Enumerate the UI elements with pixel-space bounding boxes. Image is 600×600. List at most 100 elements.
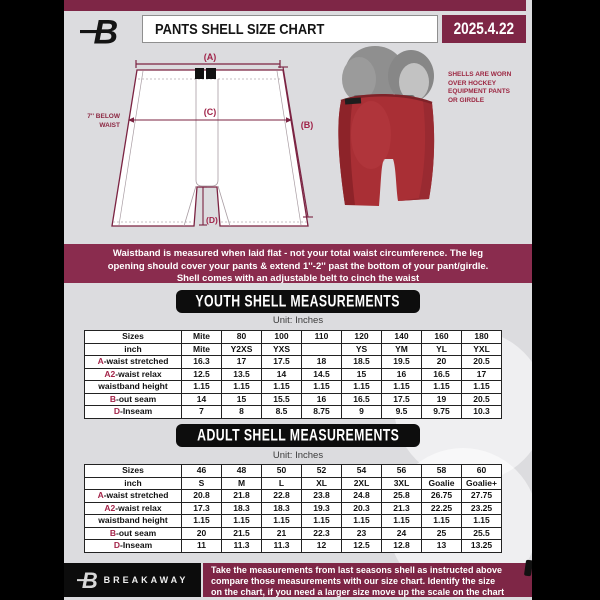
cell-value: 17 bbox=[461, 367, 502, 381]
cell-value: M bbox=[221, 476, 262, 490]
row-label-prefix: A2 bbox=[104, 502, 116, 513]
cell-value: 60 bbox=[461, 464, 502, 478]
cell-value: 19.5 bbox=[381, 355, 422, 369]
cell-value: 8.5 bbox=[261, 405, 302, 419]
cell-value: 1.15 bbox=[381, 380, 422, 394]
cell-value: 1.15 bbox=[181, 514, 222, 528]
cell-value: 18.3 bbox=[221, 501, 262, 515]
row-label-prefix: A bbox=[97, 490, 104, 500]
row-label-prefix: A bbox=[97, 356, 104, 366]
photo-note-line: SHELLS ARE WORN bbox=[448, 71, 512, 78]
cell-value: 15.5 bbox=[261, 392, 302, 406]
cell-value: S bbox=[181, 476, 222, 490]
row-label: A-waist stretched bbox=[84, 355, 182, 369]
footer-brand-name: BREAKAWAY bbox=[103, 575, 189, 585]
cell-value: 7 bbox=[181, 405, 222, 419]
cell-value: YXL bbox=[461, 342, 502, 356]
cell-value: 22.8 bbox=[261, 489, 302, 503]
cell-value: 14 bbox=[181, 392, 222, 406]
cell-value: 25.8 bbox=[381, 489, 422, 503]
table-row: A-waist stretched 16.3 17 17.5 18 18.5 19.5 20 2… bbox=[84, 355, 502, 369]
row-label: waistband height bbox=[84, 380, 182, 394]
table-row: D-Inseam 11 11.3 11.3 12 12.5 12.8 13 13.25 bbox=[84, 539, 502, 553]
cell-value: 11.3 bbox=[261, 539, 302, 553]
youth-section-title: YOUTH SHELL MEASUREMENTS bbox=[176, 290, 420, 313]
cell-value: 25.5 bbox=[461, 526, 502, 540]
cell-value: Y2XS bbox=[221, 342, 262, 356]
youth-measurements-table: Sizes Mite 80 100 110 120 140 160 180 inch Mite Y2X… bbox=[84, 330, 502, 419]
size-chart-page: B PANTS SHELL SIZE CHART 2025.4.22 (A) (… bbox=[64, 0, 532, 600]
cell-value: 1.15 bbox=[421, 380, 462, 394]
cell-value: 10.3 bbox=[461, 405, 502, 419]
cell-value: 58 bbox=[421, 464, 462, 478]
cell-value: 20 bbox=[421, 355, 462, 369]
table-row: waistband height 1.15 1.15 1.15 1.15 1.15 1.15… bbox=[84, 380, 502, 394]
cell-value: 17.5 bbox=[381, 392, 422, 406]
cell-value: 12.5 bbox=[341, 539, 382, 553]
table-row: waistband height 1.15 1.15 1.15 1.15 1.15 1.15… bbox=[84, 514, 502, 528]
cell-value: 1.15 bbox=[461, 514, 502, 528]
cell-value: 1.15 bbox=[221, 380, 262, 394]
cell-value: 23.8 bbox=[301, 489, 342, 503]
cell-value: 27.75 bbox=[461, 489, 502, 503]
cell-value: 1.15 bbox=[221, 514, 262, 528]
label-c: (C) bbox=[204, 107, 217, 117]
cell-value: 180 bbox=[461, 330, 502, 344]
cell-value: 18 bbox=[301, 355, 342, 369]
photo-note-line: OR GIRDLE bbox=[448, 96, 485, 104]
footer-line: on the chart, if you need a larger size … bbox=[211, 586, 505, 597]
cell-value: YS bbox=[341, 342, 382, 356]
cell-value: 9.75 bbox=[421, 405, 462, 419]
row-label-prefix: D bbox=[113, 540, 120, 550]
cell-value: 1.15 bbox=[381, 514, 422, 528]
cell-value: 19 bbox=[421, 392, 462, 406]
table-row: A-waist stretched 20.8 21.8 22.8 23.8 24.8 25.… bbox=[84, 489, 502, 503]
cell-value: 20.3 bbox=[341, 501, 382, 515]
cell-value: YL bbox=[421, 342, 462, 356]
cell-value bbox=[301, 342, 342, 356]
table-row: inch Mite Y2XS YXS YS YM YL YXL bbox=[84, 342, 502, 356]
table-row: inch S M L XL 2XL 3XL Goalie Goalie+ bbox=[84, 476, 502, 490]
cell-value: 1.15 bbox=[421, 514, 462, 528]
cell-value: 20.8 bbox=[181, 489, 222, 503]
cell-value: 18.3 bbox=[261, 501, 302, 515]
banner-line: Shell comes with an adjustable belt to c… bbox=[176, 273, 420, 284]
label-d: (D) bbox=[206, 215, 218, 225]
cell-value: 12.5 bbox=[181, 367, 222, 381]
cell-value: 16 bbox=[381, 367, 422, 381]
cell-value: 14 bbox=[261, 367, 302, 381]
cell-value: 120 bbox=[341, 330, 382, 344]
row-label: Sizes bbox=[84, 464, 182, 478]
measurement-instructions-banner: Waistband is measured when laid flat - n… bbox=[64, 244, 532, 284]
cell-value: Mite bbox=[181, 342, 222, 356]
cell-value: 17.5 bbox=[261, 355, 302, 369]
cell-value: 8 bbox=[221, 405, 262, 419]
cell-value: 48 bbox=[221, 464, 262, 478]
cell-value: 21.8 bbox=[221, 489, 262, 503]
adult-unit-label: Unit: Inches bbox=[272, 450, 324, 461]
row-label-prefix: B bbox=[109, 527, 116, 538]
cell-value: 14.5 bbox=[301, 367, 342, 381]
cell-value: 1.15 bbox=[341, 380, 382, 394]
table-row: A2-waist relax 12.5 13.5 14 14.5 15 16 16.5 17 bbox=[84, 367, 502, 381]
banner-line: Waistband is measured when laid flat - n… bbox=[112, 248, 484, 259]
cell-value: 24 bbox=[381, 526, 422, 540]
breakaway-logo-icon: B bbox=[76, 568, 98, 592]
clip-pin-icon bbox=[523, 559, 532, 577]
cell-value: 17 bbox=[221, 355, 262, 369]
cell-value: 26.75 bbox=[421, 489, 462, 503]
cell-value: 1.15 bbox=[341, 514, 382, 528]
photo-note-line: EQUIPMENT PANTS bbox=[448, 88, 510, 95]
cell-value: 8.75 bbox=[301, 405, 342, 419]
row-label: B-out seam bbox=[84, 392, 182, 406]
cell-value: 12.8 bbox=[381, 539, 422, 553]
label-a: (A) bbox=[204, 52, 217, 62]
row-label: waistband height bbox=[84, 514, 182, 528]
cell-value: 12 bbox=[301, 539, 342, 553]
date-badge: 2025.4.22 bbox=[442, 15, 526, 43]
cell-value: 9 bbox=[341, 405, 382, 419]
footer-line: Take the measurements from last seasons … bbox=[211, 565, 502, 575]
table-row: Sizes 46 48 50 52 54 56 58 60 bbox=[84, 464, 502, 478]
cell-value: YM bbox=[381, 342, 422, 356]
row-label: Sizes bbox=[84, 330, 182, 344]
